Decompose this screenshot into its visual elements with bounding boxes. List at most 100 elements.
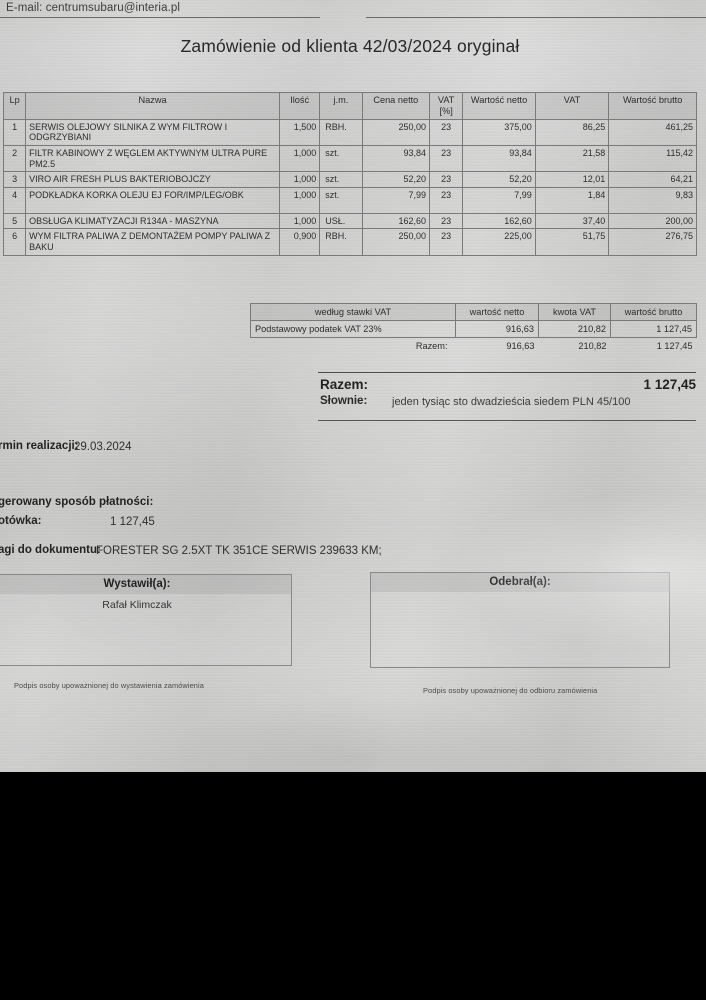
cell-nazwa: PODKŁADKA KORKA OLEJU EJ FOR/IMP/LEG/OBK [25,186,280,214]
column-header-lp: Lp [2,92,27,120]
cell-vat-pct: 23 [429,118,464,146]
signature-name-issuer: Rafał Klimczak [102,599,172,611]
column-header-wartosc-netto: Wartość netto [462,92,536,120]
cell-ilosc: 0,900 [278,228,321,256]
cell-wartosc-netto: 375,00 [462,118,536,146]
cell-vat-pct: 23 [429,186,464,214]
cell-wartosc-brutto: 64,21 [608,171,697,188]
cell-cena-netto: 93,84 [361,144,431,173]
totals-rule-top [318,372,696,373]
vat-cell-rate: Podstawowy podatek VAT 23% [250,320,456,338]
cell-lp: 1 [2,118,27,146]
vat-total-vat: 210,82 [578,341,607,352]
column-header-vat-pct: VAT [%] [429,92,464,120]
cell-vat-pct: 23 [429,212,464,230]
column-header-jm: j.m. [319,92,363,120]
cell-jm: szt. [319,186,363,214]
cell-vat: 86,25 [534,118,610,146]
cell-jm: szt. [319,171,363,188]
vat-summary-header-row: według stawki VAT wartość netto kwota VA… [250,303,697,321]
bottom-black-band: OTOMOTO [0,772,706,1000]
cell-cena-netto: 7,99 [361,186,431,214]
cell-wartosc-netto: 93,84 [462,144,536,173]
cell-wartosc-netto: 225,00 [462,228,536,256]
cell-vat-pct: 23 [429,144,464,173]
signature-box-receiver: Odebrał(a): [370,572,670,668]
totals-rule-bottom [318,420,696,421]
document-notes-label: agi do dokumentu: [0,544,101,556]
cell-vat: 51,75 [534,228,610,256]
cell-wartosc-netto: 162,60 [462,212,536,230]
vat-summary-row: Podstawowy podatek VAT 23% 916,63 210,82… [250,320,697,338]
scanned-document-page: E-mail: centrumsubaru@interia.pl Zamówie… [0,0,706,772]
cell-ilosc: 1,500 [278,118,321,146]
signature-heading-receiver: Odebrał(a): [371,573,669,592]
column-header-wartosc-brutto: Wartość brutto [608,92,697,120]
cell-cena-netto: 162,60 [361,212,431,230]
signature-caption-receiver: Podpis osoby upoważnionej do odbioru zam… [423,686,598,695]
column-header-nazwa: Nazwa [25,92,280,120]
column-header-vat-pct-line2: [%] [439,105,453,116]
cell-lp: 4 [2,186,27,214]
vat-column-header-gross: wartość brutto [610,303,697,321]
vat-cell-vat: 210,82 [538,320,611,338]
signature-box-issuer: Wystawił(a): Rafał Klimczak [0,574,292,666]
cell-jm: USŁ. [319,212,363,230]
cell-ilosc: 1,000 [278,186,321,214]
items-table: Lp Nazwa Ilość j.m. Cena netto VAT [%] W… [2,92,697,256]
cell-vat-pct: 23 [429,228,464,256]
document-notes-value: FORESTER SG 2.5XT TK 351CE SERWIS 239633… [96,545,382,557]
grand-total-value: 1 127,45 [643,377,696,392]
delivery-term-label: rmin realizacji: [0,440,79,452]
cell-lp: 2 [2,144,27,173]
cell-ilosc: 1,000 [278,144,321,173]
cell-lp: 3 [2,171,27,188]
cell-ilosc: 1,000 [278,171,321,188]
cash-label: otówka: [0,515,42,527]
amount-in-words-label: Słownie: [320,395,368,407]
cell-wartosc-brutto: 115,42 [608,144,697,173]
cell-jm: RBH. [319,228,363,256]
vat-summary-total-row: Razem: 916,63 210,82 1 127,45 [251,338,697,355]
vat-total-gross: 1 127,45 [656,341,693,352]
table-row: 5 OBSŁUGA KLIMATYZACJI R134A - MASZYNA 1… [2,212,697,230]
vat-column-header-rate: według stawki VAT [250,303,456,321]
table-row: 2 FILTR KABINOWY Z WĘGLEM AKTYWNYM ULTRA… [2,144,697,173]
cell-jm: RBH. [319,118,363,146]
cell-wartosc-brutto: 200,00 [608,212,697,230]
cell-nazwa: WYM FILTRA PALIWA Z DEMONTAŻEM POMPY PAL… [25,228,280,256]
cell-vat: 12,01 [534,171,610,188]
column-header-ilosc: Ilość [278,92,321,120]
table-row: 4 PODKŁADKA KORKA OLEJU EJ FOR/IMP/LEG/O… [2,186,697,214]
table-row: 1 SERWIS OLEJOWY SILNIKA Z WYM FILTROW I… [2,118,697,146]
document-title: Zamówienie od klienta 42/03/2024 orygina… [180,36,520,56]
vat-cell-gross: 1 127,45 [610,320,697,338]
vat-total-label: Razem: [415,341,448,352]
vat-summary-table: według stawki VAT wartość netto kwota VA… [250,303,697,355]
signature-heading-issuer: Wystawił(a): [0,575,291,594]
cell-cena-netto: 250,00 [361,228,431,256]
cell-lp: 5 [2,212,27,230]
header-rule-right [366,17,706,18]
vat-column-header-net: wartość netto [455,303,539,321]
cell-nazwa: OBSŁUGA KLIMATYZACJI R134A - MASZYNA [25,212,280,230]
cell-nazwa: VIRO AIR FRESH PLUS BAKTERIOBOJCZY [25,171,280,188]
cell-lp: 6 [2,228,27,256]
column-header-vat: VAT [534,92,610,120]
cell-vat-pct: 23 [429,171,464,188]
grand-total-label: Razem: [320,377,369,392]
cell-nazwa: SERWIS OLEJOWY SILNIKA Z WYM FILTROW I O… [25,118,280,146]
column-header-vat-pct-line1: VAT [437,95,455,105]
vat-cell-net: 916,63 [455,320,539,338]
cell-wartosc-netto: 7,99 [462,186,536,214]
cell-vat: 1,84 [534,186,610,214]
vat-column-header-vat: kwota VAT [538,303,611,321]
cell-vat: 37,40 [534,212,610,230]
header-rule-left [0,17,320,18]
signature-name-receiver [371,592,669,597]
table-row: 3 VIRO AIR FRESH PLUS BAKTERIOBOJCZY 1,0… [2,171,697,188]
cell-cena-netto: 52,20 [361,171,431,188]
cell-cena-netto: 250,00 [361,118,431,146]
cell-nazwa: FILTR KABINOWY Z WĘGLEM AKTYWNYM ULTRA P… [25,144,280,173]
